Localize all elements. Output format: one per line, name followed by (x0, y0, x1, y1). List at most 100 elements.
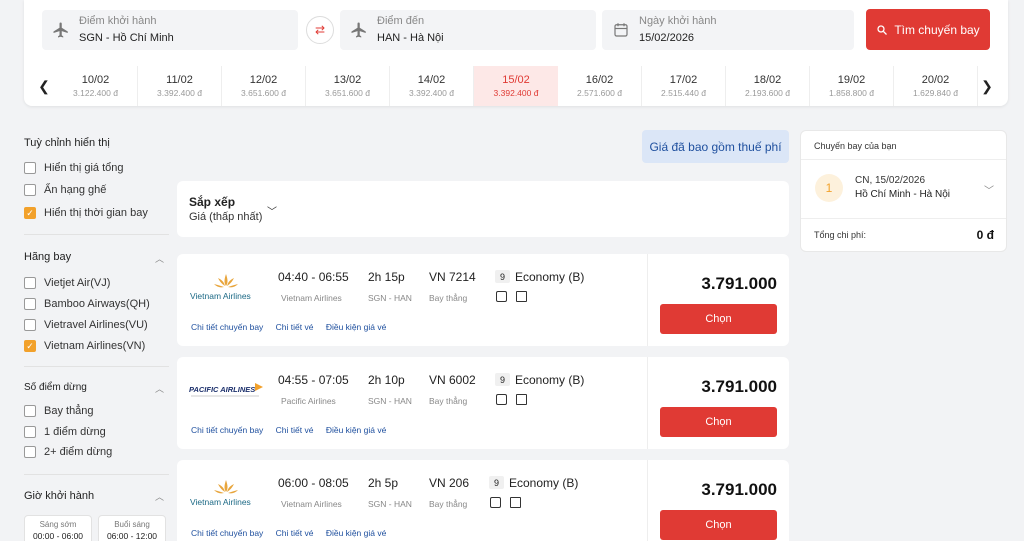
filter-option-label: Hiển thị giá tổng (44, 162, 124, 174)
checkbox[interactable] (24, 405, 36, 417)
date-tab-date: 17/02 (669, 74, 698, 86)
filter-option-airline[interactable]: Bamboo Airways(QH) (24, 298, 150, 310)
checkbox[interactable]: ✓ (24, 207, 36, 219)
divider (647, 254, 648, 346)
filter-option-airline[interactable]: Vietravel Airlines(VU) (24, 319, 148, 331)
checkbox[interactable] (24, 426, 36, 438)
chevron-down-icon: ﹀ (267, 207, 277, 218)
fare-conditions-link[interactable]: Điều kiện giá vé (325, 322, 387, 332)
date-tab[interactable]: 18/02 2.193.600 đ (726, 66, 810, 106)
your-flight-header: Chuyến bay của bạn (814, 141, 897, 151)
search-panel: Điểm khởi hành SGN - Hồ Chí Minh ⇄ Điểm … (24, 0, 1008, 106)
vietnam-airlines-logo: Vietnam Airlines (190, 274, 251, 301)
destination-value: HAN - Hà Nội (377, 32, 444, 44)
time-slot-morning[interactable]: Buổi sáng 06:00 - 12:00 (98, 515, 166, 541)
flight-index-badge: 1 (815, 174, 843, 202)
fare-conditions-link[interactable]: Điều kiện giá vé (325, 425, 387, 435)
swap-button[interactable]: ⇄ (306, 16, 334, 44)
filter-option-stops[interactable]: 2+ điểm dừng (24, 446, 112, 458)
date-tab[interactable]: 16/02 2.571.600 đ (558, 66, 642, 106)
checkbox[interactable] (24, 162, 36, 174)
date-tab-date: 14/02 (417, 74, 446, 86)
origin-field[interactable]: Điểm khởi hành SGN - Hồ Chí Minh (42, 10, 298, 50)
filter-option-label: Bamboo Airways(QH) (44, 298, 150, 310)
checkbox[interactable] (24, 277, 36, 289)
date-tab[interactable]: 11/02 3.392.400 đ (138, 66, 222, 106)
flight-stops: Bay thẳng (429, 293, 468, 303)
flight-route: SGN - HAN (368, 499, 412, 509)
date-tab[interactable]: 15/02 3.392.400 đ (474, 66, 558, 106)
choose-flight-button[interactable]: Chọn (660, 304, 777, 334)
fare-conditions-link[interactable]: Điều kiện giá vé (325, 528, 387, 538)
date-tab-price: 2.571.600 đ (577, 88, 622, 98)
divider (801, 218, 1006, 219)
filter-option-stops[interactable]: Bay thẳng (24, 405, 94, 417)
checkbox[interactable] (24, 446, 36, 458)
choose-flight-button[interactable]: Chọn (660, 407, 777, 437)
ticket-detail-link[interactable]: Chi tiết vé (275, 322, 314, 332)
chevron-up-icon[interactable]: ︿ (155, 384, 165, 394)
chevron-left-icon[interactable]: ❮ (38, 77, 50, 94)
carry-on-icon (496, 394, 507, 405)
date-value: 15/02/2026 (639, 32, 695, 44)
date-tab-date: 18/02 (753, 74, 782, 86)
filter-option-airline[interactable]: ✓ Vietnam Airlines(VN) (24, 340, 145, 352)
filter-option-airline[interactable]: Vietjet Air(VJ) (24, 277, 110, 289)
luggage-icon (516, 394, 527, 405)
chevron-down-icon[interactable]: ﹀ (984, 186, 994, 197)
date-tab[interactable]: 17/02 2.515.440 đ (642, 66, 726, 106)
flight-detail-link[interactable]: Chi tiết chuyến bay (191, 425, 264, 435)
checkbox[interactable] (24, 319, 36, 331)
sort-dropdown[interactable]: Sắp xếp Giá (thấp nhất) ﹀ (177, 181, 789, 237)
filter-option-display[interactable]: Ẩn hạng ghế (24, 184, 106, 196)
luggage-icon (516, 291, 527, 302)
chevron-up-icon[interactable]: ︿ (155, 492, 165, 502)
flight-airline: Pacific Airlines (281, 396, 336, 406)
cabin-class: Economy (B) (515, 373, 585, 387)
carry-on-icon (490, 497, 501, 508)
checkbox[interactable]: ✓ (24, 340, 36, 352)
flight-card: PACIFIC AIRLINES 04:55 - 07:05 Pacific A… (177, 357, 789, 449)
swap-icon: ⇄ (314, 23, 326, 37)
date-tab-date: 16/02 (585, 74, 614, 86)
flight-price: 3.791.000 (701, 480, 777, 499)
filter-option-label: 1 điểm dừng (44, 426, 106, 438)
checkbox[interactable] (24, 298, 36, 310)
flight-links: Chi tiết chuyến bay Chi tiết vé Điều kiệ… (191, 322, 396, 332)
flight-detail-link[interactable]: Chi tiết chuyến bay (191, 322, 264, 332)
flight-route: SGN - HAN (368, 396, 412, 406)
search-flights-button[interactable]: Tìm chuyến bay (866, 9, 990, 50)
carry-on-icon (496, 291, 507, 302)
date-tab-date: 10/02 (81, 74, 110, 86)
date-tab[interactable]: 12/02 3.651.600 đ (222, 66, 306, 106)
flight-detail-link[interactable]: Chi tiết chuyến bay (191, 528, 264, 538)
your-flight-panel: Chuyến bay của bạn 1 CN, 15/02/2026 Hồ C… (800, 130, 1007, 252)
date-tab-date: 13/02 (333, 74, 362, 86)
checkbox[interactable] (24, 184, 36, 196)
destination-field[interactable]: Điểm đến HAN - Hà Nội (340, 10, 596, 50)
flight-card: Vietnam Airlines 04:40 - 06:55 Vietnam A… (177, 254, 789, 346)
ticket-detail-link[interactable]: Chi tiết vé (275, 528, 314, 538)
date-tab[interactable]: 19/02 1.858.800 đ (810, 66, 894, 106)
flight-duration: 2h 15p (368, 270, 405, 284)
date-tab-date: 20/02 (921, 74, 950, 86)
filter-option-label: Bay thẳng (44, 405, 94, 417)
chevron-up-icon[interactable]: ︿ (155, 254, 165, 264)
time-slot-early[interactable]: Sáng sớm 00:00 - 06:00 (24, 515, 92, 541)
vietnam-airlines-logo: Vietnam Airlines (190, 480, 251, 507)
time-slot-range: 00:00 - 06:00 (32, 531, 84, 541)
svg-text:PACIFIC AIRLINES: PACIFIC AIRLINES (189, 385, 255, 394)
chevron-right-icon[interactable]: ❯ (981, 77, 993, 94)
date-tab-price: 1.629.840 đ (913, 88, 958, 98)
date-field[interactable]: Ngày khởi hành 15/02/2026 (602, 10, 854, 50)
choose-flight-button[interactable]: Chọn (660, 510, 777, 540)
date-tab[interactable]: 14/02 3.392.400 đ (390, 66, 474, 106)
filter-option-display[interactable]: ✓ Hiển thị thời gian bay (24, 207, 148, 219)
date-tab-price: 1.858.800 đ (829, 88, 874, 98)
ticket-detail-link[interactable]: Chi tiết vé (275, 425, 314, 435)
date-tab[interactable]: 13/02 3.651.600 đ (306, 66, 390, 106)
filter-option-stops[interactable]: 1 điểm dừng (24, 426, 106, 438)
date-tab[interactable]: 10/02 3.122.400 đ (54, 66, 138, 106)
date-tab[interactable]: 20/02 1.629.840 đ (894, 66, 978, 106)
filter-option-display[interactable]: Hiển thị giá tổng (24, 162, 124, 174)
